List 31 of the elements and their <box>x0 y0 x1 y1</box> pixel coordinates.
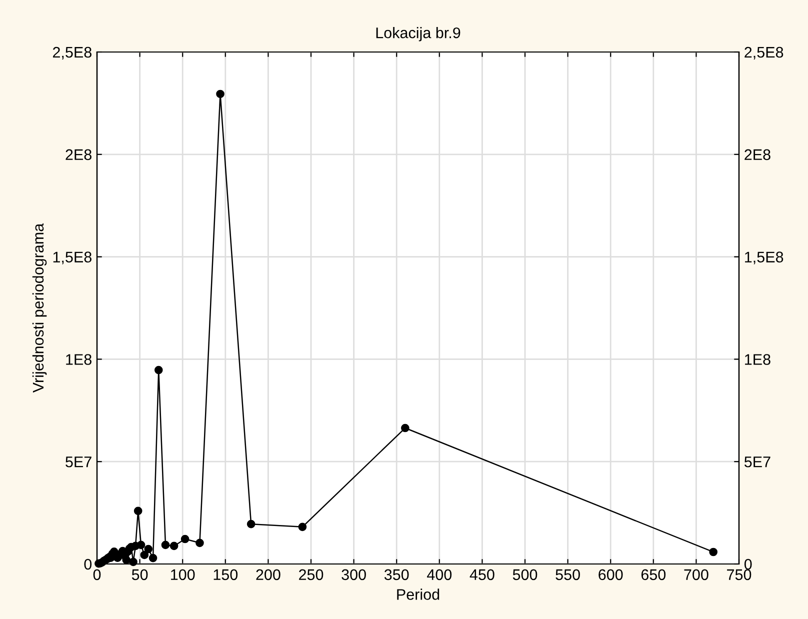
x-tick-label: 50 <box>132 569 148 580</box>
y2-tick-label: 1E8 <box>745 354 770 365</box>
x-tick-label: 150 <box>214 569 238 580</box>
x-tick-label: 750 <box>727 569 752 580</box>
x-tick-label: 250 <box>299 569 324 580</box>
y-axis-title: Vrijednosti periodograma <box>32 223 47 393</box>
y2-tick-label: 2,5E8 <box>744 46 784 60</box>
x-tick-label: 450 <box>470 569 494 580</box>
y-tick-label: 2,5E8 <box>52 46 92 60</box>
x-tick-label: 200 <box>256 569 280 580</box>
chart-title: Lokacija br.9 <box>376 27 460 42</box>
x-tick-label: 100 <box>171 569 195 580</box>
x-tick-label: 700 <box>684 569 708 580</box>
y-tick-label: 1,5E8 <box>53 252 92 264</box>
x-tick-label: 500 <box>512 569 538 580</box>
x-tick-label: 300 <box>342 569 366 580</box>
y-tick-label: 5E7 <box>66 456 92 468</box>
y-tick-label: 1E8 <box>66 354 92 365</box>
y2-tick-label: 0 <box>744 558 752 570</box>
x-tick-label: 550 <box>556 569 580 580</box>
x-tick-label: 0 <box>93 569 101 580</box>
y2-tick-label: 2E8 <box>744 149 770 160</box>
y-tick-label: 2E8 <box>66 149 92 160</box>
x-tick-label: 600 <box>598 569 623 580</box>
y2-tick-label: 1,5E8 <box>745 252 784 264</box>
y2-tick-label: 5E7 <box>744 456 770 468</box>
x-tick-label: 400 <box>427 569 452 580</box>
x-axis-title: Period <box>397 588 440 600</box>
x-tick-label: 350 <box>384 569 409 580</box>
x-tick-label: 650 <box>641 569 666 580</box>
y-tick-label: 0 <box>84 558 92 570</box>
